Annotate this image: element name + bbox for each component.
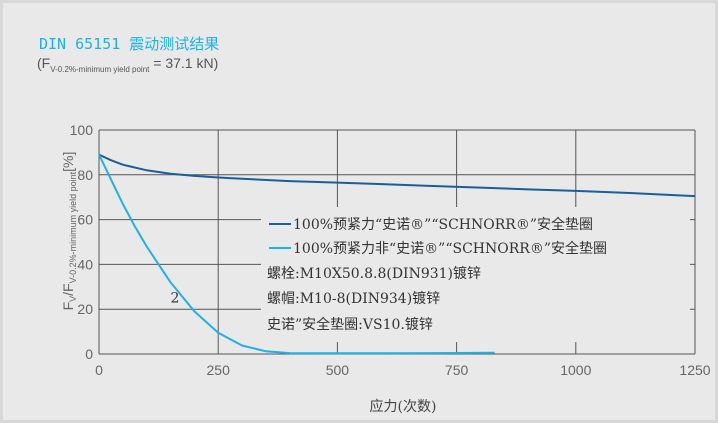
y-label-mid: /F: [60, 283, 76, 295]
legend-label-series-1: 100%预紧力“史诺®”“SCHNORR®”安全垫圈: [293, 216, 593, 233]
y-tick-label: 20: [77, 301, 93, 317]
x-tick-label: 1250: [679, 362, 710, 378]
legend-label-series-2: 100%预紧力非“史诺®”“SCHNORR®”安全垫圈: [293, 240, 607, 257]
subtitle-subscript: V-0.2%-minimum yield point: [50, 64, 150, 74]
x-tick-label: 250: [207, 362, 231, 378]
y-axis-label: FV/FV-0.2%-minimum yield point[%]: [60, 152, 78, 311]
note-washer: 史诺”安全垫圈:VS10.镀锌: [267, 316, 433, 333]
y-label-sub2: V-0.2%-minimum yield point: [68, 171, 78, 283]
x-tick-label: 500: [326, 362, 350, 378]
subtitle-prefix: (F: [37, 55, 51, 71]
series-line-2: [98, 154, 495, 355]
chart-title: DIN 65151 震动测试结果: [39, 35, 220, 53]
note-bolt: 螺栓:M10X50.8.8(DIN931)镀锌: [267, 265, 481, 282]
x-tick-label: 0: [95, 362, 103, 378]
y-tick-label: 0: [85, 346, 93, 362]
subtitle-suffix: = 37.1 kN): [149, 55, 219, 71]
series-line-1: [98, 153, 696, 198]
y-tick-label: 40: [77, 256, 93, 272]
note-nut: 螺帽:M10-8(DIN934)镀锌: [267, 290, 440, 307]
y-label-main: F: [60, 302, 76, 311]
x-tick-label: 750: [445, 362, 469, 378]
y-tick-label: 80: [77, 167, 93, 183]
y-label-unit: [%]: [60, 152, 76, 172]
x-axis-label: 应力(次数): [370, 398, 437, 415]
x-tick-label: 1000: [560, 362, 591, 378]
legend-box: [261, 207, 690, 342]
chart-subtitle: (FV-0.2%-minimum yield point = 37.1 kN): [37, 55, 218, 74]
curve-annotation-2: 2: [171, 290, 180, 306]
chart-series: [98, 153, 696, 355]
y-tick-label: 100: [70, 122, 94, 138]
y-tick-label: 60: [77, 212, 93, 228]
y-label-sub1: V: [68, 296, 78, 302]
